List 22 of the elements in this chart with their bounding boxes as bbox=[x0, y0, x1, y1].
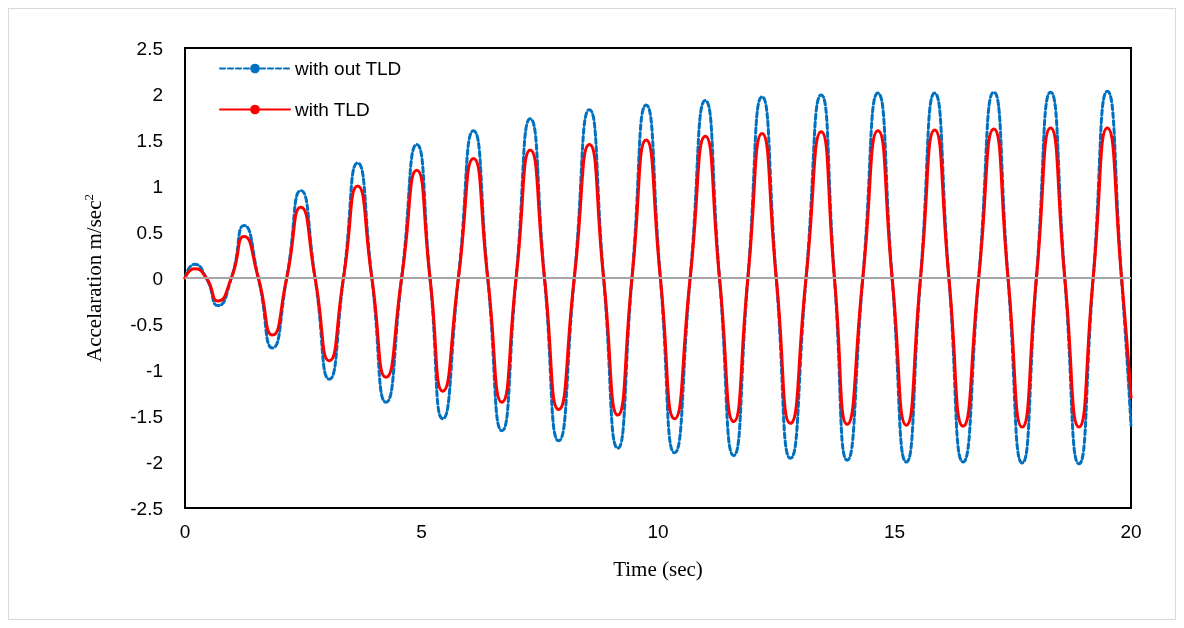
x-tick-label: 5 bbox=[416, 521, 427, 542]
y-tick-label: -0.5 bbox=[130, 313, 163, 335]
y-tick-label: 2.5 bbox=[136, 37, 163, 59]
y-tick-label: -2.5 bbox=[130, 497, 163, 519]
x-axis-title: Time (sec) bbox=[613, 556, 703, 581]
x-tick-label: 15 bbox=[883, 521, 906, 542]
legend-label: with TLD bbox=[294, 99, 370, 120]
y-tick-label: -1.5 bbox=[130, 405, 163, 427]
y-axis-title: Accelaration m/sec2 bbox=[81, 194, 106, 362]
y-tick-label: 0.5 bbox=[136, 221, 163, 243]
line-series bbox=[183, 126, 1133, 429]
y-tick-label: -1 bbox=[146, 359, 163, 381]
x-tick-label: 10 bbox=[647, 521, 669, 542]
x-tick-label: 0 bbox=[179, 521, 191, 542]
x-tick-label: 20 bbox=[1120, 521, 1142, 542]
y-tick-label: 0 bbox=[152, 267, 163, 289]
y-tick-label: 1 bbox=[152, 175, 163, 197]
legend-label: with out TLD bbox=[294, 58, 402, 79]
y-tick-label: 1.5 bbox=[136, 129, 163, 151]
line-series bbox=[183, 89, 1133, 466]
y-tick-label: -2 bbox=[146, 451, 163, 473]
y-tick-label: 2 bbox=[152, 83, 163, 105]
